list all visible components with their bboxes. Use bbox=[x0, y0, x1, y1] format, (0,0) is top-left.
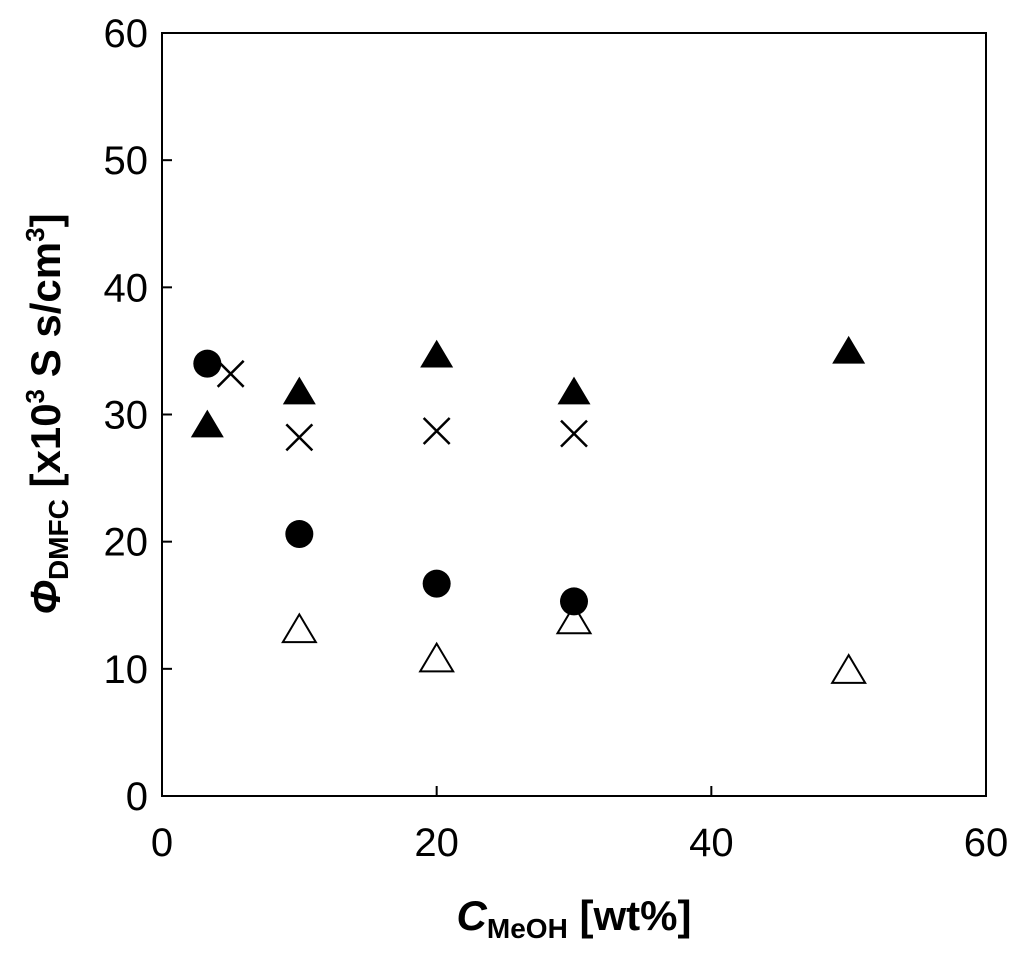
data-point-triangle-filled bbox=[832, 335, 866, 364]
x-axis-unit: [wt%] bbox=[568, 892, 692, 939]
y-axis-ticks: 0 10 20 30 40 50 60 bbox=[104, 12, 172, 819]
x-axis-ticks: 0 20 40 60 bbox=[151, 786, 1008, 865]
data-point-triangle-open bbox=[555, 603, 593, 635]
data-point-circle-filled bbox=[193, 349, 222, 378]
data-point-cross bbox=[216, 359, 245, 388]
x-tick-label: 20 bbox=[414, 821, 459, 865]
data-point-triangle-filled bbox=[190, 409, 224, 438]
data-point-triangle-open bbox=[418, 641, 455, 673]
data-markers bbox=[190, 335, 867, 684]
data-point-cross bbox=[560, 419, 588, 448]
data-point-cross bbox=[285, 423, 314, 452]
y-tick-label: 30 bbox=[104, 394, 149, 438]
y-tick-label: 10 bbox=[104, 648, 149, 692]
x-tick-label: 40 bbox=[689, 821, 734, 865]
data-point-circle-filled bbox=[560, 587, 588, 616]
y-tick-label: 50 bbox=[104, 139, 149, 183]
y-axis-symbol: Φ bbox=[22, 580, 69, 615]
x-axis-title: CMeOH [wt%] bbox=[457, 892, 692, 944]
data-point-circle-filled bbox=[285, 520, 314, 549]
data-point-triangle-open bbox=[281, 612, 318, 644]
y-tick-label: 60 bbox=[104, 12, 149, 56]
data-point-triangle-open bbox=[830, 653, 867, 684]
x-axis-subscript: MeOH bbox=[487, 913, 568, 944]
y-axis-unit-suffix: ] bbox=[22, 213, 69, 227]
y-axis-title: ΦDMFC [x103 S s/cm3] bbox=[20, 213, 74, 614]
y-axis-unit-prefix: [x10 bbox=[22, 403, 69, 499]
data-point-triangle-filled bbox=[420, 339, 454, 368]
y-axis-unit-sup2: 3 bbox=[20, 227, 50, 241]
data-point-cross bbox=[422, 417, 451, 445]
y-tick-label: 20 bbox=[104, 521, 149, 565]
x-axis-symbol: C bbox=[457, 892, 488, 939]
y-axis-unit-sup: 3 bbox=[20, 389, 50, 403]
y-tick-label: 40 bbox=[104, 266, 149, 310]
x-tick-label: 60 bbox=[964, 821, 1009, 865]
data-point-triangle-filled bbox=[282, 376, 316, 405]
y-axis-subscript: DMFC bbox=[43, 499, 74, 580]
data-point-triangle-filled bbox=[557, 376, 591, 405]
plot-area-frame bbox=[161, 32, 987, 797]
y-tick-label: 0 bbox=[126, 775, 148, 819]
data-point-circle-filled bbox=[422, 569, 451, 598]
x-tick-label: 0 bbox=[151, 821, 173, 865]
y-axis-unit-mid: S s/cm bbox=[22, 242, 69, 389]
